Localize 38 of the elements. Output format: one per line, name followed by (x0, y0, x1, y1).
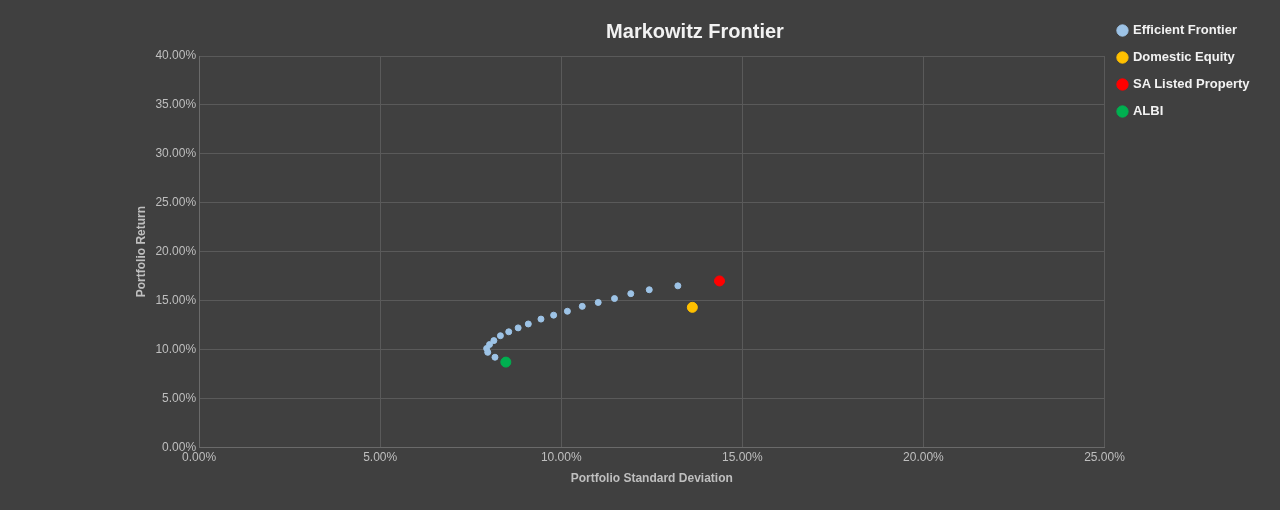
point (491, 353, 499, 361)
point (645, 286, 653, 294)
y-tick-label: 35.00% (155, 97, 197, 112)
x-tick-label: 25.00% (1084, 449, 1126, 464)
point (490, 337, 498, 345)
point (514, 324, 522, 332)
point (594, 298, 602, 306)
y-tick-label: 25.00% (155, 195, 197, 210)
legend-label: Domestic Equity (1132, 49, 1236, 65)
y-tick-label: 30.00% (155, 146, 197, 161)
x-tick-label: 15.00% (721, 449, 763, 464)
y-tick-label: 40.00% (155, 48, 197, 63)
point (563, 307, 571, 315)
y-tick-label: 20.00% (155, 243, 197, 258)
x-tick-label: 10.00% (540, 449, 582, 464)
x-axis-title: Portfolio Standard Deviation (570, 471, 733, 486)
x-tick-label: 5.00% (363, 449, 398, 464)
point (578, 302, 586, 310)
point (500, 356, 512, 368)
point (610, 295, 618, 303)
point (524, 320, 532, 328)
point (550, 311, 558, 319)
legend-label: ALBI (1132, 103, 1164, 119)
point (537, 315, 545, 323)
point (674, 282, 682, 290)
legend-label: SA Listed Property (1132, 76, 1251, 92)
point (686, 301, 698, 313)
point (505, 328, 513, 336)
y-tick-label: 10.00% (155, 341, 197, 356)
legend-label: Efficient Frontier (1132, 22, 1237, 38)
point (714, 275, 726, 287)
y-tick-label: 5.00% (162, 390, 197, 405)
chart-title: Markowitz Frontier (606, 19, 785, 42)
x-tick-label: 20.00% (903, 449, 945, 464)
y-axis-title: Portfolio Return (133, 205, 148, 298)
y-tick-label: 15.00% (155, 292, 197, 307)
point (496, 332, 504, 340)
point (627, 290, 635, 298)
